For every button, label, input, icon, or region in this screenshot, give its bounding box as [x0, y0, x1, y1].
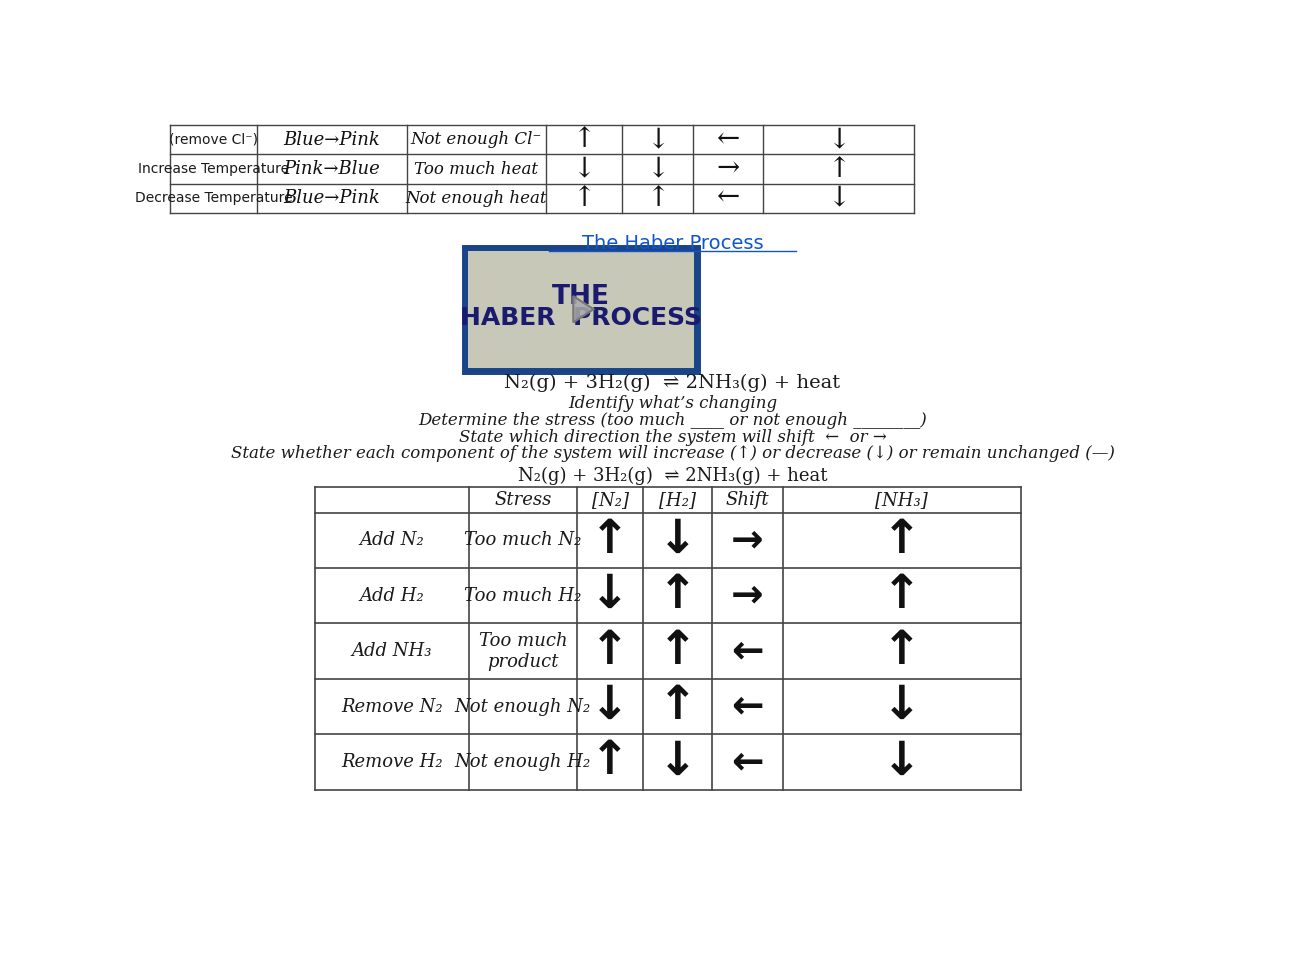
Text: Too much heat: Too much heat — [415, 160, 538, 178]
Text: ←: ← — [717, 185, 741, 212]
Text: Not enough N₂: Not enough N₂ — [454, 698, 591, 715]
Text: ←: ← — [731, 743, 764, 781]
Text: Shift: Shift — [726, 491, 769, 509]
Text: ↓: ↓ — [827, 127, 851, 154]
Text: ↑: ↑ — [882, 517, 922, 563]
Text: ↓: ↓ — [882, 684, 922, 729]
Text: Stress: Stress — [494, 491, 551, 509]
Text: ←: ← — [717, 127, 741, 154]
Text: ↑: ↑ — [827, 156, 851, 182]
Text: ↑: ↑ — [591, 517, 630, 563]
Text: ↓: ↓ — [591, 573, 630, 618]
Text: Not enough heat: Not enough heat — [406, 190, 548, 206]
Text: ↑: ↑ — [882, 629, 922, 674]
FancyBboxPatch shape — [465, 248, 697, 371]
Text: Too much H₂: Too much H₂ — [465, 587, 582, 605]
Text: ↓: ↓ — [646, 156, 670, 182]
Text: Not enough Cl⁻: Not enough Cl⁻ — [411, 132, 542, 149]
Text: Increase Temperature: Increase Temperature — [138, 162, 289, 176]
Text: ↑: ↑ — [591, 739, 630, 784]
Text: →: → — [731, 577, 764, 614]
Text: Blue→Pink: Blue→Pink — [284, 189, 381, 207]
Text: Decrease Temperature: Decrease Temperature — [134, 191, 293, 205]
Text: →: → — [717, 156, 741, 182]
Text: [NH₃]: [NH₃] — [876, 491, 928, 509]
Text: HABER  PROCESS: HABER PROCESS — [460, 306, 702, 330]
Text: Determine the stress (too much ____ or not enough ________): Determine the stress (too much ____ or n… — [418, 412, 927, 428]
Text: Pink→Blue: Pink→Blue — [284, 160, 381, 179]
Text: ↓: ↓ — [658, 739, 697, 784]
Text: Remove H₂: Remove H₂ — [341, 753, 442, 771]
Text: ↑: ↑ — [572, 185, 596, 212]
Text: Add N₂: Add N₂ — [360, 531, 424, 549]
Text: The Haber Process: The Haber Process — [582, 234, 763, 253]
Text: ↑: ↑ — [572, 127, 596, 154]
Text: ↓: ↓ — [572, 156, 596, 182]
Text: ↑: ↑ — [591, 629, 630, 674]
Text: →: → — [731, 521, 764, 560]
Text: ↑: ↑ — [658, 629, 697, 674]
Text: State which direction the system will shift  ←  or →: State which direction the system will sh… — [458, 428, 886, 445]
Text: Add NH₃: Add NH₃ — [352, 642, 432, 660]
Text: N₂(g) + 3H₂(g)  ⇌ 2NH₃(g) + heat: N₂(g) + 3H₂(g) ⇌ 2NH₃(g) + heat — [517, 467, 827, 485]
Text: ↑: ↑ — [658, 684, 697, 729]
Text: State whether each component of the system will increase (↑) or decrease (↓) or : State whether each component of the syst… — [231, 445, 1115, 463]
Text: ↓: ↓ — [658, 517, 697, 563]
Text: Identify what’s changing: Identify what’s changing — [569, 395, 777, 412]
Text: Too much
product: Too much product — [479, 632, 567, 670]
Text: ↓: ↓ — [882, 739, 922, 784]
Text: ↑: ↑ — [646, 185, 670, 212]
Text: ←: ← — [731, 632, 764, 670]
FancyBboxPatch shape — [467, 251, 695, 368]
Text: Add H₂: Add H₂ — [360, 587, 424, 605]
Text: ↓: ↓ — [646, 127, 670, 154]
Text: ↓: ↓ — [827, 185, 851, 212]
Text: (remove Cl⁻): (remove Cl⁻) — [169, 132, 257, 147]
Text: Remove N₂: Remove N₂ — [341, 698, 442, 715]
Text: THE: THE — [551, 284, 611, 310]
Text: [H₂]: [H₂] — [659, 491, 696, 509]
Text: N₂(g) + 3H₂(g)  ⇌ 2NH₃(g) + heat: N₂(g) + 3H₂(g) ⇌ 2NH₃(g) + heat — [504, 373, 840, 392]
Text: ↓: ↓ — [591, 684, 630, 729]
Text: Blue→Pink: Blue→Pink — [284, 131, 381, 149]
Polygon shape — [574, 296, 593, 323]
Text: Too much N₂: Too much N₂ — [465, 531, 582, 549]
Text: [N₂]: [N₂] — [592, 491, 629, 509]
Text: ↑: ↑ — [882, 573, 922, 618]
Text: Not enough H₂: Not enough H₂ — [454, 753, 591, 771]
Text: ↑: ↑ — [658, 573, 697, 618]
Text: ←: ← — [731, 687, 764, 726]
